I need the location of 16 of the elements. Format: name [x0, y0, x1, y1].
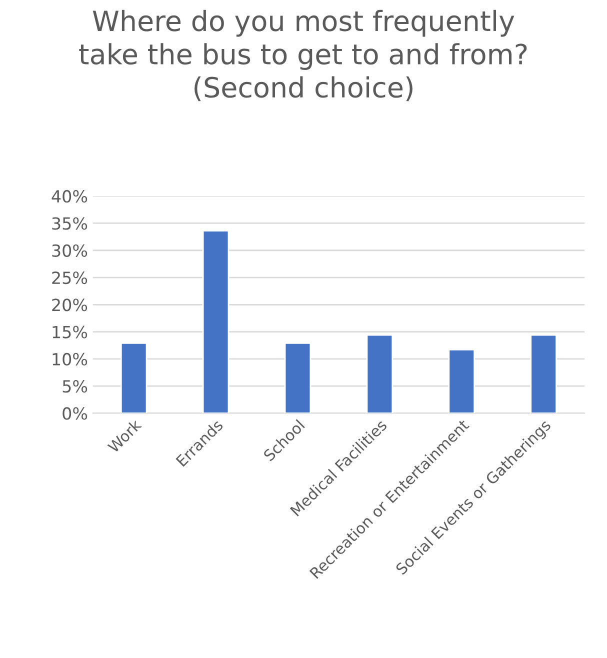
bar [366, 334, 394, 414]
bar [448, 349, 476, 414]
y-tick-label: 20% [52, 298, 88, 312]
y-tick-label: 0% [62, 407, 88, 420]
y-tick-label: 35% [52, 217, 88, 230]
y-tick-label: 5% [62, 380, 88, 393]
y-tick-label: 30% [52, 244, 88, 257]
y-tick-label: 25% [52, 271, 88, 284]
y-tick-label: 40% [52, 190, 88, 203]
bar [202, 230, 230, 414]
chart-title: Where do you most frequently take the bus to get to and from? (Second choice) [79, 10, 527, 102]
y-tick-label: 15% [52, 326, 88, 338]
bar [530, 334, 557, 414]
y-tick-label: 10% [52, 352, 88, 366]
bar [284, 342, 312, 414]
bar [120, 342, 148, 414]
